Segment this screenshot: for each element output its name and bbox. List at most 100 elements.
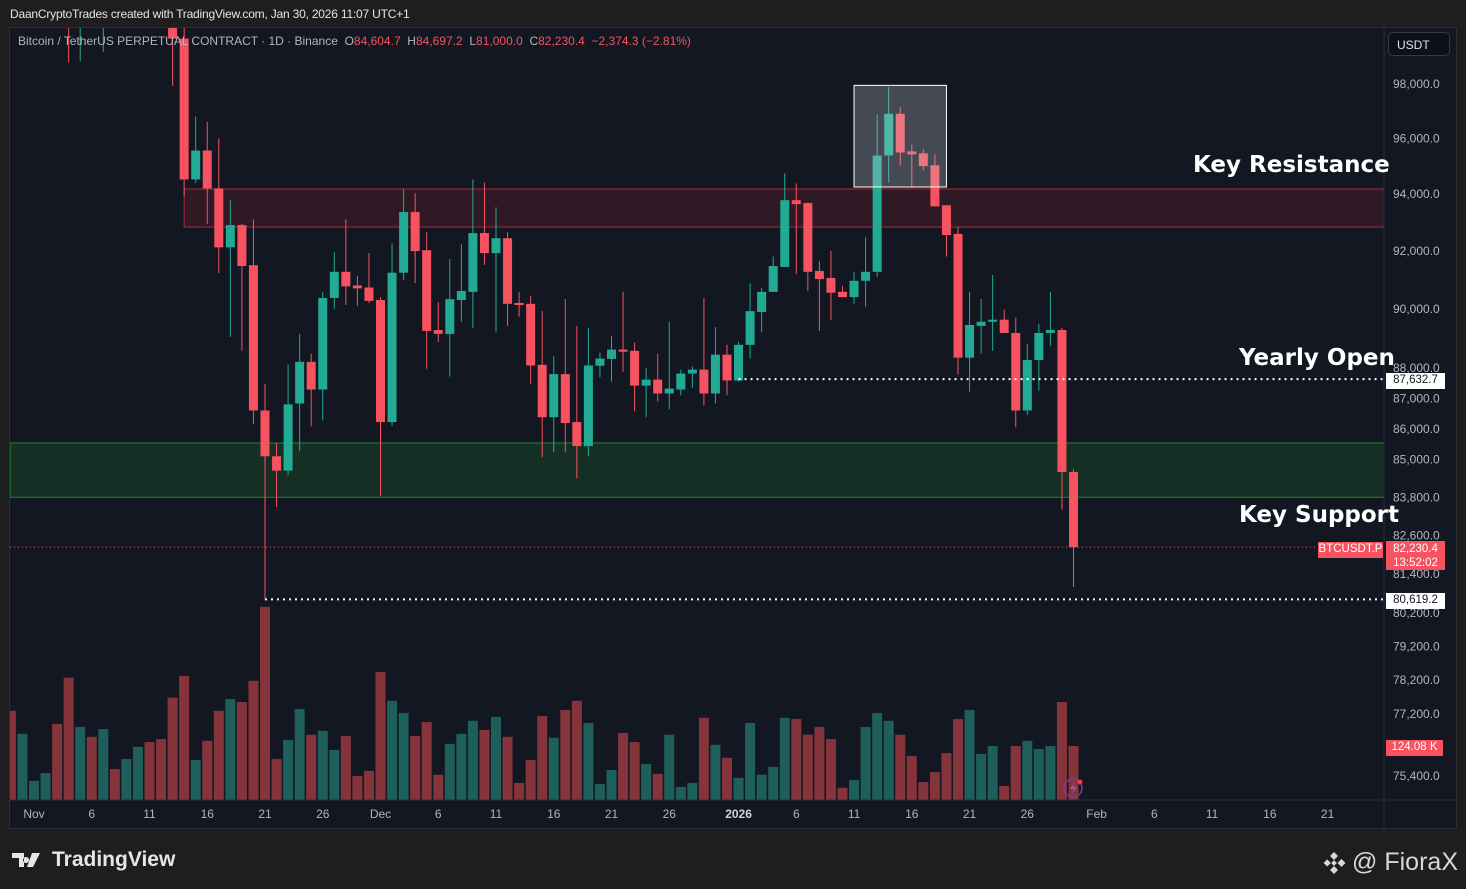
candle-body (225, 225, 235, 248)
key-support-zone (10, 442, 1384, 498)
volume-bar (352, 776, 363, 800)
volume-bar (467, 720, 478, 800)
lightning-icon[interactable] (1063, 778, 1083, 798)
volume-bar (1010, 746, 1021, 800)
volume-bar (768, 766, 779, 800)
candle-body (491, 238, 501, 254)
candle (988, 275, 998, 351)
candle-body (214, 188, 224, 248)
time-tick-label: 16 (905, 807, 919, 821)
volume-bar (837, 787, 848, 800)
volume-bar (179, 675, 190, 800)
binance-diamond-icon (1323, 851, 1346, 874)
time-tick-label: 6 (1151, 807, 1158, 821)
candle (399, 189, 409, 280)
candle (826, 250, 836, 320)
candle-body (641, 379, 651, 386)
volume-bar (652, 773, 663, 800)
volume-bar (271, 759, 282, 800)
volume-bar (722, 757, 732, 800)
symbol-legend[interactable]: Bitcoin / TetherUS PERPETUAL CONTRACT · … (18, 34, 691, 48)
candle-body (791, 200, 801, 205)
candle (699, 297, 709, 406)
candle-body (179, 38, 189, 180)
volume-bar (10, 710, 16, 800)
candle (341, 219, 351, 306)
candle (941, 205, 951, 257)
currency-button[interactable]: USDT (1388, 32, 1450, 56)
volume-bar (17, 733, 28, 800)
candle-body (422, 250, 432, 331)
candle (168, 28, 178, 86)
volume-bar (779, 717, 790, 800)
candle (618, 291, 628, 372)
volume-bar (629, 742, 640, 800)
candle-body (895, 113, 905, 153)
volume-bar (63, 677, 74, 800)
candle-body (433, 330, 443, 334)
key-support-label: Key Support (1239, 502, 1400, 528)
candle-body (907, 151, 917, 155)
candle (318, 291, 328, 421)
candle (260, 383, 270, 600)
candle-body (295, 361, 305, 404)
price-tick-label: 80,200.0 (1393, 606, 1440, 620)
candle (225, 200, 235, 337)
volume-bar (479, 729, 490, 800)
author-watermark: @ FioraX (1320, 848, 1458, 877)
volume-bar (583, 722, 594, 800)
candle-body (780, 200, 790, 267)
high-value: 84,697.2 (415, 34, 463, 48)
volume-bar (698, 717, 709, 800)
candle-body (306, 361, 316, 390)
candle (710, 327, 720, 404)
candle-body (283, 404, 293, 471)
volume-bar (283, 739, 294, 800)
volume-bar (895, 734, 906, 800)
price-tick-label: 77,200.0 (1393, 707, 1440, 721)
candle-body (861, 271, 871, 281)
candle (295, 333, 305, 452)
candle (722, 344, 732, 396)
candle (433, 302, 443, 342)
volume-bar (491, 716, 501, 800)
candle (1011, 317, 1021, 428)
candle-body (364, 287, 374, 301)
candle-body (595, 358, 605, 366)
candle-body (953, 233, 963, 358)
candle (884, 86, 894, 183)
candle-body (341, 271, 351, 287)
volume-bar (872, 712, 883, 800)
candle (583, 327, 593, 457)
candle (376, 297, 385, 496)
symbol-title: Bitcoin / TetherUS PERPETUAL CONTRACT · … (18, 34, 338, 48)
time-tick-label: 26 (1021, 807, 1035, 821)
volume-bar (941, 752, 952, 800)
candle (387, 243, 397, 426)
volume-bar (733, 777, 744, 800)
candle (560, 299, 570, 453)
volume-bar (999, 786, 1010, 800)
candle-body (560, 374, 570, 424)
time-tick-label: 16 (201, 807, 215, 821)
candle (479, 182, 489, 265)
candle (68, 28, 70, 63)
candle (953, 227, 963, 375)
candle (329, 252, 339, 309)
price-tick-label: 96,000.0 (1393, 131, 1440, 145)
candle (976, 299, 986, 354)
volume-bar (745, 722, 756, 800)
candle-body (710, 354, 720, 394)
time-axis[interactable]: Nov 6 11 16 21 26 Dec 6 11 16 21 26 2026 6 11 16 21 26 Feb… (23, 807, 1334, 821)
candle (491, 207, 501, 332)
candle-body (352, 285, 362, 289)
highlight-box (853, 84, 947, 188)
candle (248, 219, 258, 425)
candle-body (583, 365, 593, 447)
volume-bar (421, 722, 432, 800)
price-axis[interactable]: 98,000.0 96,000.0 94,000.0 92,000.0 90,000.0… (1393, 77, 1440, 783)
volume-bar (929, 772, 940, 800)
candle (872, 114, 882, 277)
candle (930, 154, 940, 207)
